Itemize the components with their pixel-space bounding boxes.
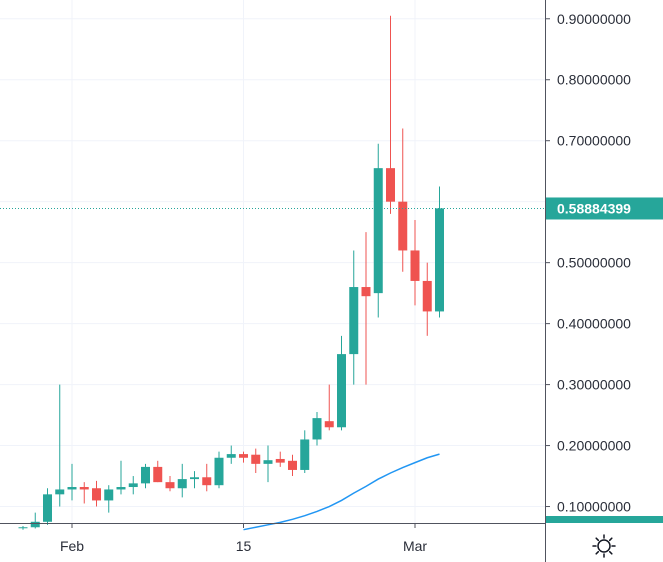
moving-average-tag (546, 516, 663, 523)
candle-down (422, 262, 432, 336)
candle-body (141, 466, 150, 484)
candle-body (43, 494, 52, 522)
candle-body (55, 489, 65, 495)
candle-up (104, 485, 114, 513)
settings-button[interactable] (546, 523, 663, 562)
candle-body (373, 168, 383, 294)
price-axis-label: 0.50000000 (557, 255, 631, 271)
candle-body (116, 487, 126, 490)
candle-body (30, 521, 40, 528)
last-price-tag-group: 0.58884399 (546, 197, 663, 523)
moving-average-line (243, 453, 440, 531)
candle-body (79, 487, 89, 490)
candle-body (361, 287, 371, 297)
candle-body (239, 454, 248, 458)
candle-up (116, 460, 126, 495)
gear-icon[interactable] (592, 534, 616, 558)
candle-body (324, 421, 334, 428)
candle-up (263, 445, 273, 483)
candle-down (410, 219, 420, 306)
candle-body (18, 527, 28, 529)
candle-down (239, 451, 248, 463)
chart-grid (0, 0, 545, 523)
candles-group (18, 15, 444, 530)
candle-body (337, 354, 346, 428)
time-axis[interactable]: Feb 15 Mar (60, 523, 427, 554)
candle-up (141, 463, 150, 489)
candle-down (92, 480, 101, 507)
candle-body (300, 439, 310, 470)
time-axis-label: 15 (236, 538, 252, 554)
candle-body (214, 457, 224, 486)
candle-body (92, 488, 101, 501)
candle-down (165, 476, 175, 492)
candle-body (67, 487, 77, 490)
candle-up (43, 488, 52, 525)
candle-body (312, 418, 322, 440)
candle-down (324, 384, 334, 431)
candle-up (226, 445, 236, 464)
candle-down (79, 482, 89, 504)
candle-down (251, 448, 261, 473)
candle-up (67, 463, 77, 501)
candle-up (435, 186, 444, 318)
candle-up (18, 526, 28, 530)
price-axis-label: 0.40000000 (557, 316, 631, 332)
time-axis-label: Feb (60, 538, 84, 554)
candle-down (153, 460, 163, 483)
candle-body (165, 482, 175, 489)
candle-down (202, 463, 212, 492)
time-axis-label: Mar (403, 538, 427, 554)
price-axis-label: 0.20000000 (557, 438, 631, 454)
candle-body (275, 458, 285, 463)
candle-body (263, 460, 273, 464)
candle-up (373, 143, 383, 318)
candle-body (288, 460, 297, 470)
candle-body (177, 479, 187, 489)
candle-body (435, 208, 444, 312)
candle-up (177, 463, 187, 498)
candle-body (386, 168, 395, 202)
candle-down (361, 232, 371, 385)
moving-average-group (243, 453, 440, 531)
candle-up (55, 384, 65, 507)
price-axis-label: 0.80000000 (557, 72, 631, 88)
candle-up (190, 471, 199, 489)
last-price-tag (546, 197, 663, 220)
candle-up (349, 250, 359, 385)
candle-body (226, 454, 236, 458)
candle-body (104, 489, 114, 501)
candle-up (214, 451, 224, 489)
last-price-label: 0.58884399 (557, 200, 631, 216)
candle-down (275, 451, 285, 467)
candle-body (202, 477, 212, 486)
price-axis-label: 0.10000000 (557, 499, 631, 515)
price-axis-label: 0.90000000 (557, 11, 631, 27)
candle-down (398, 128, 408, 272)
price-axis-label: 0.30000000 (557, 377, 631, 393)
candle-up (312, 412, 322, 446)
candle-body (128, 483, 138, 488)
candle-up (337, 335, 346, 431)
candle-body (422, 280, 432, 312)
candle-body (349, 287, 359, 355)
candle-down (288, 454, 297, 477)
candle-body (398, 201, 408, 251)
candle-up (300, 430, 310, 473)
candle-body (410, 250, 420, 281)
price-axis-label: 0.70000000 (557, 133, 631, 149)
price-axis[interactable]: 0.10000000 0.20000000 0.30000000 0.40000000… (545, 11, 631, 515)
candle-body (251, 454, 261, 464)
candle-up (30, 512, 40, 529)
candle-up (128, 476, 138, 495)
candle-down (386, 15, 395, 214)
candle-body (153, 466, 163, 483)
candle-body (190, 477, 199, 480)
